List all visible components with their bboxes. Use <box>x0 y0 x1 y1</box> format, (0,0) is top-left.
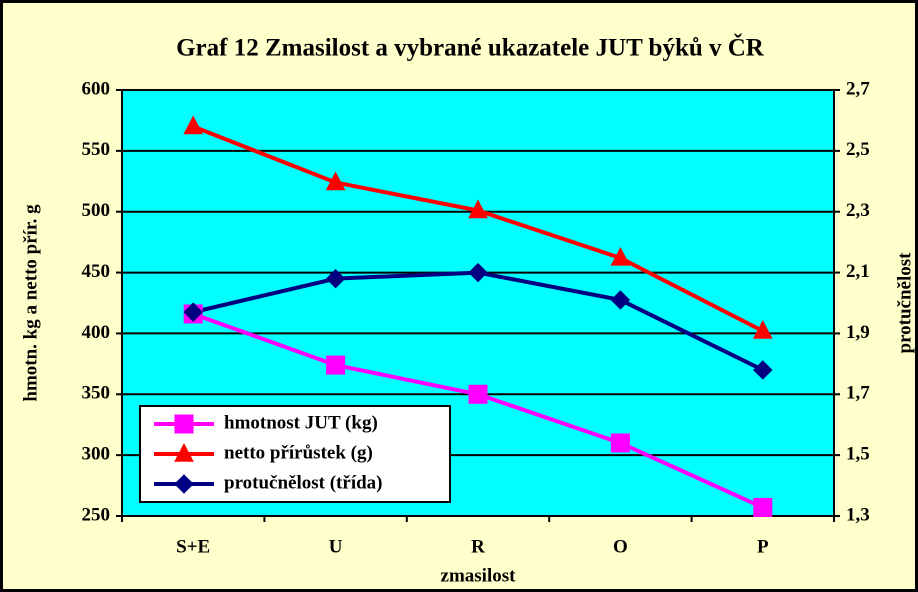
legend: hmotnost JUT (kg) netto přírůstek (g) prot… <box>139 405 451 503</box>
x-tick-label: R <box>471 536 485 557</box>
x-tick-label: S+E <box>176 536 210 557</box>
y-tick-label: 350 <box>82 383 111 404</box>
y2-tick-label: 2,5 <box>846 139 870 160</box>
y-axis-label: hmotn. kg a netto přír. g <box>20 204 41 402</box>
marker <box>610 433 630 453</box>
x-tick-label: P <box>757 536 769 557</box>
marker <box>326 355 346 375</box>
y-tick-label: 550 <box>82 139 111 160</box>
y-tick-label: 400 <box>82 322 111 343</box>
y2-tick-label: 2,1 <box>846 261 870 282</box>
legend-label: hmotnost JUT (kg) <box>224 412 378 433</box>
x-tick-label: U <box>329 536 343 557</box>
marker <box>183 302 203 322</box>
legend-label: netto přírůstek (g) <box>224 442 373 463</box>
y2-tick-label: 1,7 <box>846 383 870 404</box>
y2-tick-label: 1,9 <box>846 322 870 343</box>
marker <box>468 262 488 283</box>
marker <box>753 360 773 380</box>
y-tick-label: 600 <box>82 78 111 99</box>
marker <box>183 115 204 135</box>
marker <box>752 320 773 339</box>
y-tick-label: 450 <box>82 261 111 282</box>
marker <box>174 474 194 494</box>
legend-label: protučnělost (třída) <box>224 472 383 493</box>
marker <box>468 384 488 404</box>
marker <box>174 443 194 462</box>
marker <box>468 199 488 219</box>
marker <box>610 246 631 266</box>
marker <box>325 171 346 191</box>
x-axis-label: zmasilost <box>441 565 517 586</box>
y2-tick-label: 2,7 <box>846 78 870 99</box>
marker <box>610 290 631 310</box>
chart-title: Graf 12 Zmasilost a vybrané ukazatele JU… <box>176 33 765 62</box>
y2-tick-label: 1,5 <box>846 444 870 465</box>
y-tick-label: 500 <box>82 200 111 221</box>
marker <box>325 268 346 289</box>
x-tick-label: O <box>613 536 628 557</box>
y2-tick-label: 1,3 <box>846 504 870 525</box>
marker <box>753 497 773 517</box>
y-tick-label: 300 <box>82 444 111 465</box>
y2-tick-label: 2,3 <box>846 200 870 221</box>
y-tick-label: 250 <box>82 504 111 525</box>
marker <box>174 414 194 434</box>
y2-axis-label: protučnělost <box>894 252 915 354</box>
